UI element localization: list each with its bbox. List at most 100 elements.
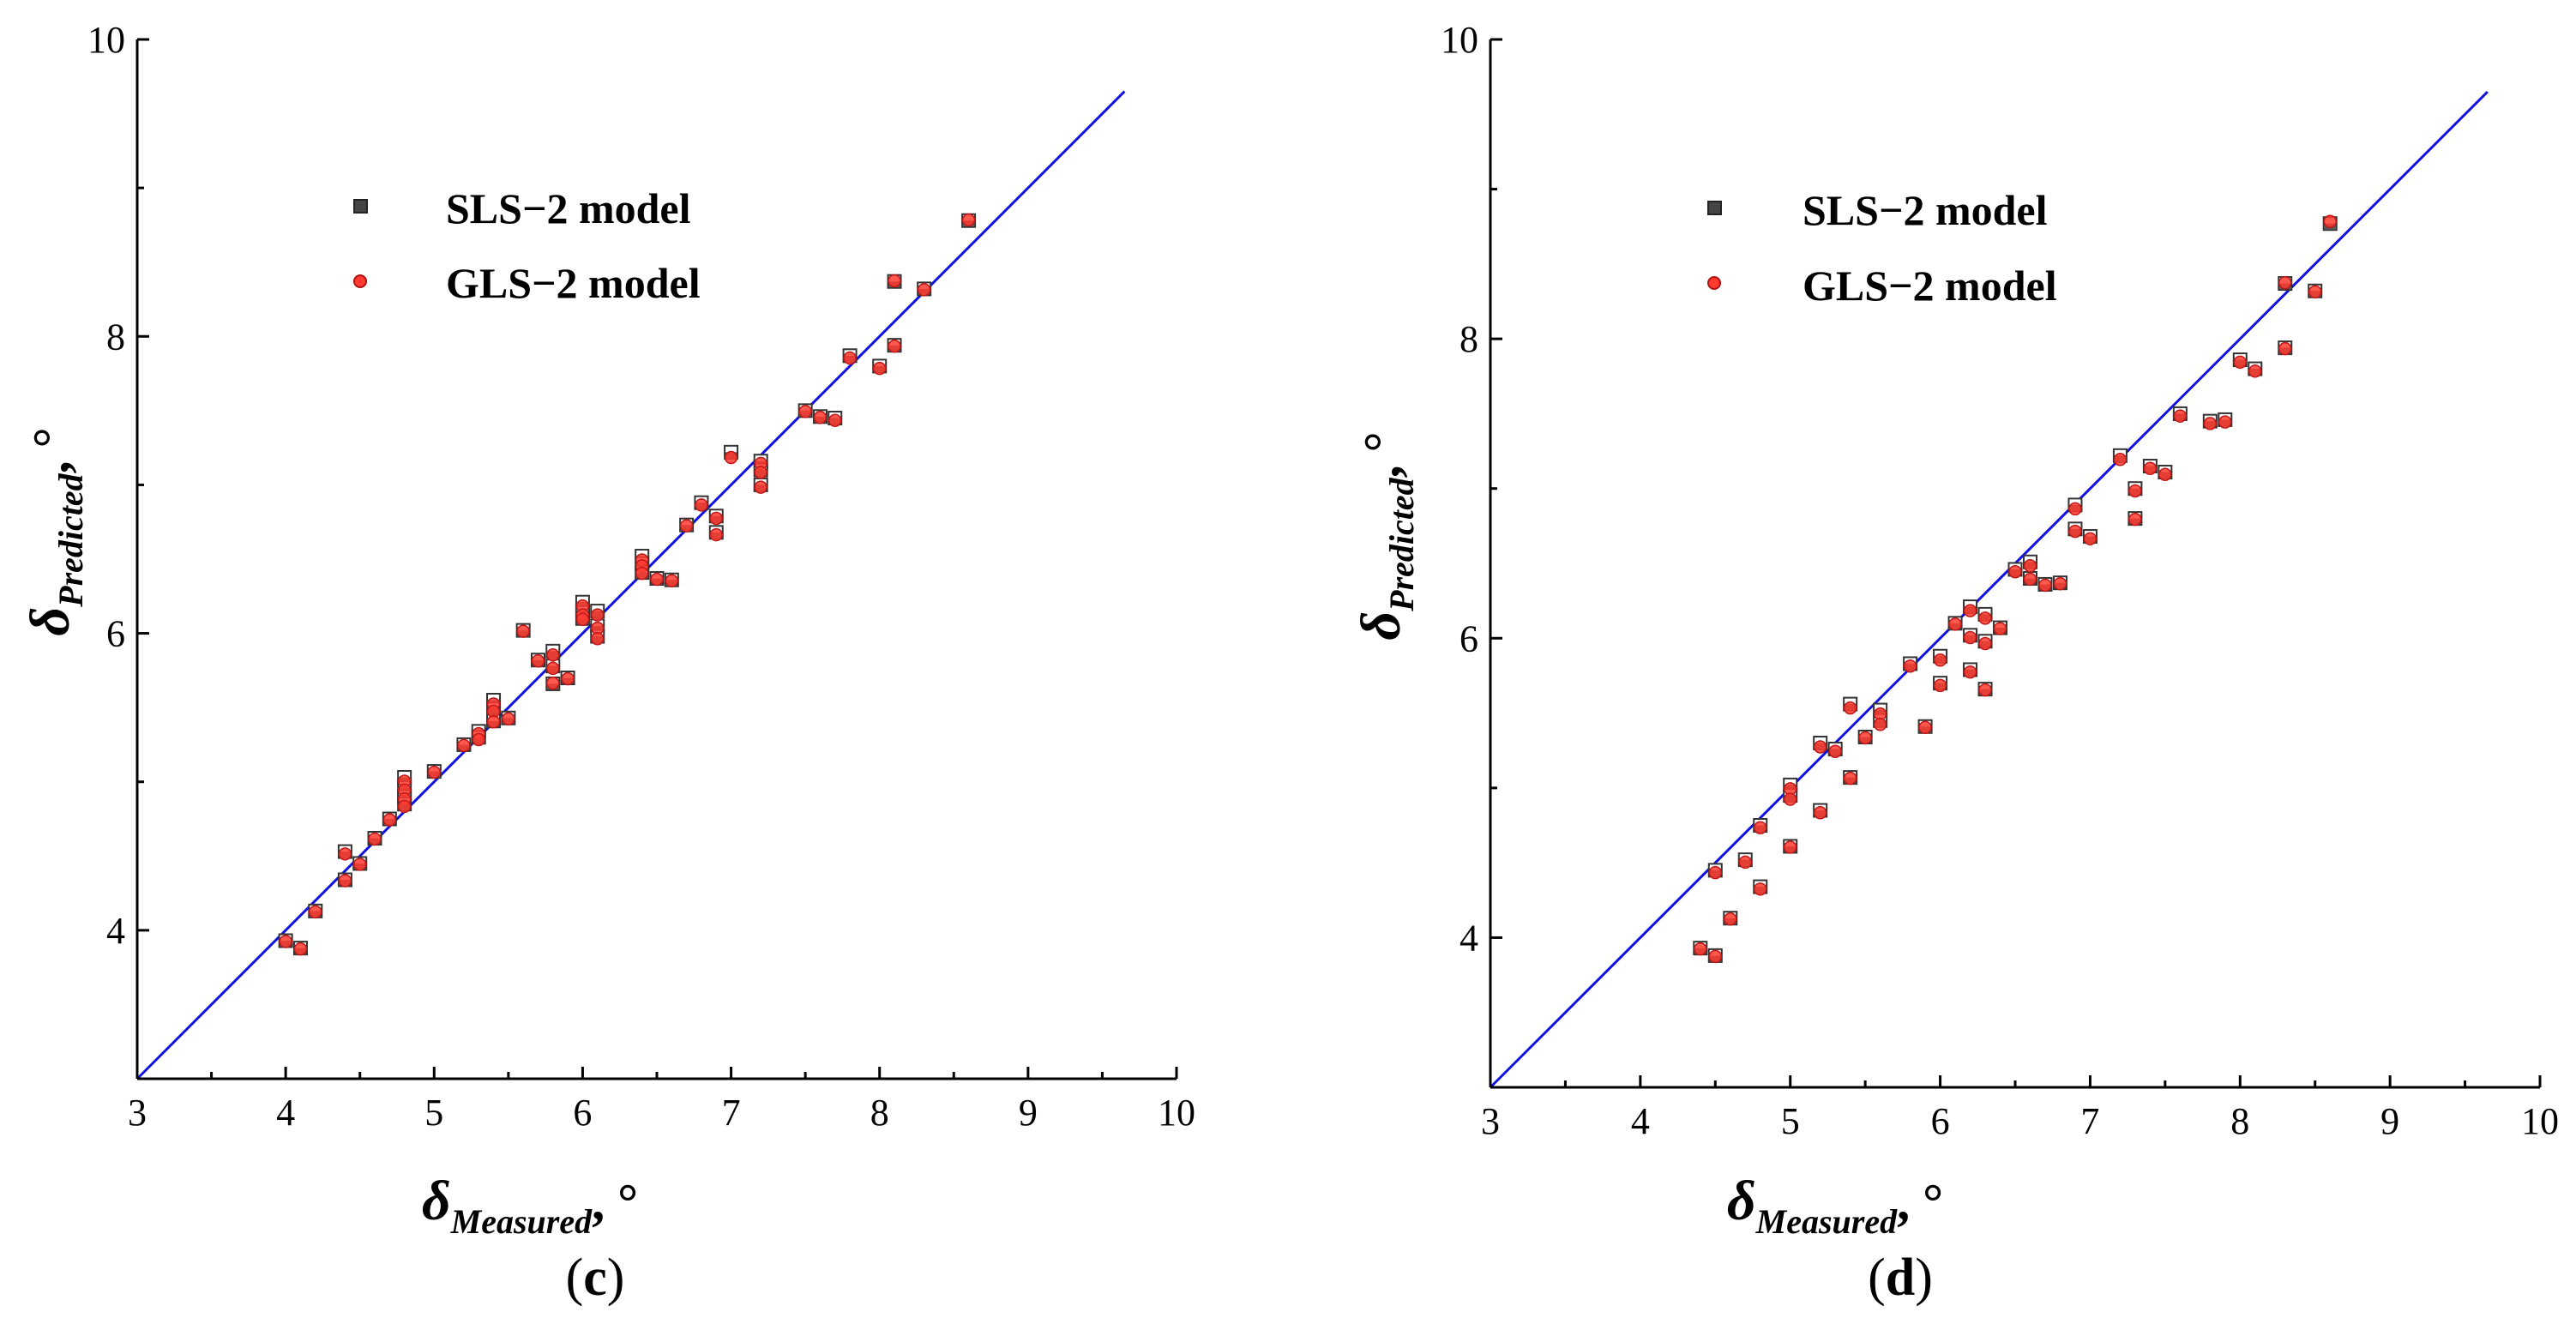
gls-point-d-5 bbox=[1753, 882, 1767, 896]
gls-point-c-31 bbox=[590, 632, 605, 646]
caption-c: (c) bbox=[566, 1249, 625, 1307]
gls-point-c-5 bbox=[352, 858, 367, 871]
x-tick-label-c-3: 3 bbox=[128, 1092, 147, 1134]
gls-point-d-9 bbox=[1783, 840, 1797, 854]
gls-point-c-13 bbox=[457, 738, 471, 753]
y-axis-title-d: δPredicted, ° bbox=[1350, 431, 1421, 640]
gls-point-d-27 bbox=[1978, 636, 1992, 651]
y-tick-label-c-4: 4 bbox=[106, 910, 125, 952]
chart-panel-c: 3 4 5 6 7 8 9 10 4 6 8 10 δMeasured, ° δPredicted, … bbox=[19, 19, 1195, 1307]
scatter-chart-d: 3 4 5 6 7 8 9 10 4 6 8 10 δMeasured, ° δPredicted, … bbox=[1350, 19, 2559, 1307]
gls-point-d-8 bbox=[1783, 792, 1797, 806]
gls-point-c-19 bbox=[502, 712, 515, 726]
legend-marker-sls-d bbox=[1707, 201, 1722, 215]
data-points-d bbox=[1489, 91, 2489, 1089]
gls-point-d-36 bbox=[2068, 524, 2082, 539]
gls-point-d-19 bbox=[1918, 720, 1932, 735]
gls-point-d-24 bbox=[1963, 630, 1977, 645]
x-tick-label-d-4: 4 bbox=[1631, 1100, 1650, 1142]
y-tick-label-d-10: 10 bbox=[1441, 19, 1478, 61]
x-axis-title-d: δMeasured, ° bbox=[1727, 1170, 1943, 1241]
legend-marker-gls-d bbox=[1707, 276, 1721, 290]
legend-marker-gls-c bbox=[353, 274, 367, 288]
gls-point-c-29 bbox=[590, 608, 605, 622]
gls-point-c-53 bbox=[961, 213, 976, 227]
gls-point-d-43 bbox=[2173, 409, 2188, 423]
y-tick-label-c-10: 10 bbox=[87, 19, 125, 61]
y-tick-label-c-6: 6 bbox=[106, 613, 125, 655]
gls-point-c-40 bbox=[709, 527, 724, 542]
gls-point-c-47 bbox=[828, 413, 842, 427]
gls-point-d-38 bbox=[2113, 453, 2128, 466]
gls-point-d-35 bbox=[2068, 502, 2082, 516]
gls-point-c-3 bbox=[338, 847, 352, 861]
y-tick-label-c-8: 8 bbox=[106, 316, 125, 358]
scatter-chart-c: 3 4 5 6 7 8 9 10 4 6 8 10 δMeasured, ° δPredicted, … bbox=[19, 19, 1195, 1307]
gls-point-c-35 bbox=[650, 572, 664, 587]
gls-point-c-36 bbox=[665, 574, 679, 587]
axis-labels-c: δMeasured, ° δPredicted, ° (c) bbox=[19, 427, 638, 1307]
gls-point-d-2 bbox=[1708, 865, 1723, 880]
gls-point-c-39 bbox=[709, 511, 724, 526]
gls-point-d-22 bbox=[1948, 617, 1962, 631]
x-tick-label-d-3: 3 bbox=[1481, 1100, 1500, 1142]
gls-point-d-23 bbox=[1963, 604, 1977, 617]
axes-d: 3 4 5 6 7 8 9 10 4 6 8 10 bbox=[1441, 19, 2559, 1142]
gls-point-d-28 bbox=[1978, 683, 1992, 697]
gls-point-d-46 bbox=[2233, 355, 2248, 370]
gls-point-c-15 bbox=[472, 732, 485, 747]
x-tick-label-c-8: 8 bbox=[870, 1092, 889, 1134]
gls-point-d-1 bbox=[1708, 949, 1723, 964]
gls-point-d-14 bbox=[1843, 771, 1857, 785]
axes-c: 3 4 5 6 7 8 9 10 4 6 8 10 bbox=[87, 19, 1195, 1134]
x-tick-label-c-7: 7 bbox=[722, 1092, 741, 1134]
gls-point-c-1 bbox=[293, 942, 308, 956]
gls-point-d-44 bbox=[2203, 417, 2218, 430]
gls-point-c-20 bbox=[516, 624, 530, 638]
gls-point-d-0 bbox=[1694, 942, 1707, 956]
gls-point-c-25 bbox=[561, 671, 575, 686]
gls-point-c-7 bbox=[382, 813, 397, 827]
gls-point-d-34 bbox=[2053, 576, 2067, 591]
gls-point-d-18 bbox=[1903, 659, 1917, 673]
gls-point-d-32 bbox=[2023, 572, 2037, 587]
gls-point-d-50 bbox=[2308, 285, 2322, 299]
gls-point-d-4 bbox=[1738, 855, 1753, 870]
gls-point-c-45 bbox=[798, 405, 812, 418]
gls-point-c-23 bbox=[546, 661, 560, 676]
chart-panel-d: 3 4 5 6 7 8 9 10 4 6 8 10 δMeasured, ° δPredicted, … bbox=[1288, 0, 2576, 1318]
x-axis-title-c: δMeasured, ° bbox=[422, 1170, 638, 1241]
legend-label-gls-d: GLS−2 model bbox=[1803, 262, 2057, 310]
gls-point-c-37 bbox=[679, 519, 694, 533]
gls-point-c-41 bbox=[724, 450, 738, 465]
reference-line-c bbox=[135, 90, 1126, 1080]
x-tick-label-d-7: 7 bbox=[2080, 1100, 2099, 1142]
gls-point-c-50 bbox=[888, 274, 901, 288]
gls-point-c-24 bbox=[546, 676, 560, 690]
gls-point-d-11 bbox=[1813, 806, 1827, 820]
gls-point-d-30 bbox=[2008, 564, 2022, 579]
legend-label-sls-d: SLS−2 model bbox=[1803, 186, 2048, 234]
gls-point-d-10 bbox=[1813, 740, 1827, 754]
gls-point-d-37 bbox=[2083, 532, 2098, 546]
gls-point-c-0 bbox=[279, 935, 292, 948]
gls-point-c-43 bbox=[754, 466, 767, 479]
reference-line-d bbox=[1489, 91, 2489, 1089]
gls-point-d-12 bbox=[1828, 744, 1842, 758]
gls-point-c-52 bbox=[917, 283, 931, 297]
gls-point-d-51 bbox=[2323, 214, 2337, 228]
gls-point-d-6 bbox=[1753, 821, 1767, 834]
gls-point-c-28 bbox=[575, 612, 590, 627]
gls-point-d-40 bbox=[2128, 512, 2142, 527]
gls-point-d-25 bbox=[1963, 665, 1977, 679]
y-tick-label-d-6: 6 bbox=[1460, 617, 1478, 659]
gls-point-c-48 bbox=[843, 351, 857, 365]
y-tick-label-d-4: 4 bbox=[1460, 917, 1478, 959]
gls-point-c-34 bbox=[635, 566, 649, 581]
gls-point-d-13 bbox=[1843, 701, 1857, 715]
axis-labels-d: δMeasured, ° δPredicted, ° (d) bbox=[1350, 431, 1943, 1307]
gls-point-d-48 bbox=[2278, 276, 2292, 290]
gls-point-d-49 bbox=[2278, 341, 2292, 356]
x-tick-label-c-6: 6 bbox=[573, 1092, 592, 1134]
gls-point-d-21 bbox=[1933, 678, 1947, 693]
